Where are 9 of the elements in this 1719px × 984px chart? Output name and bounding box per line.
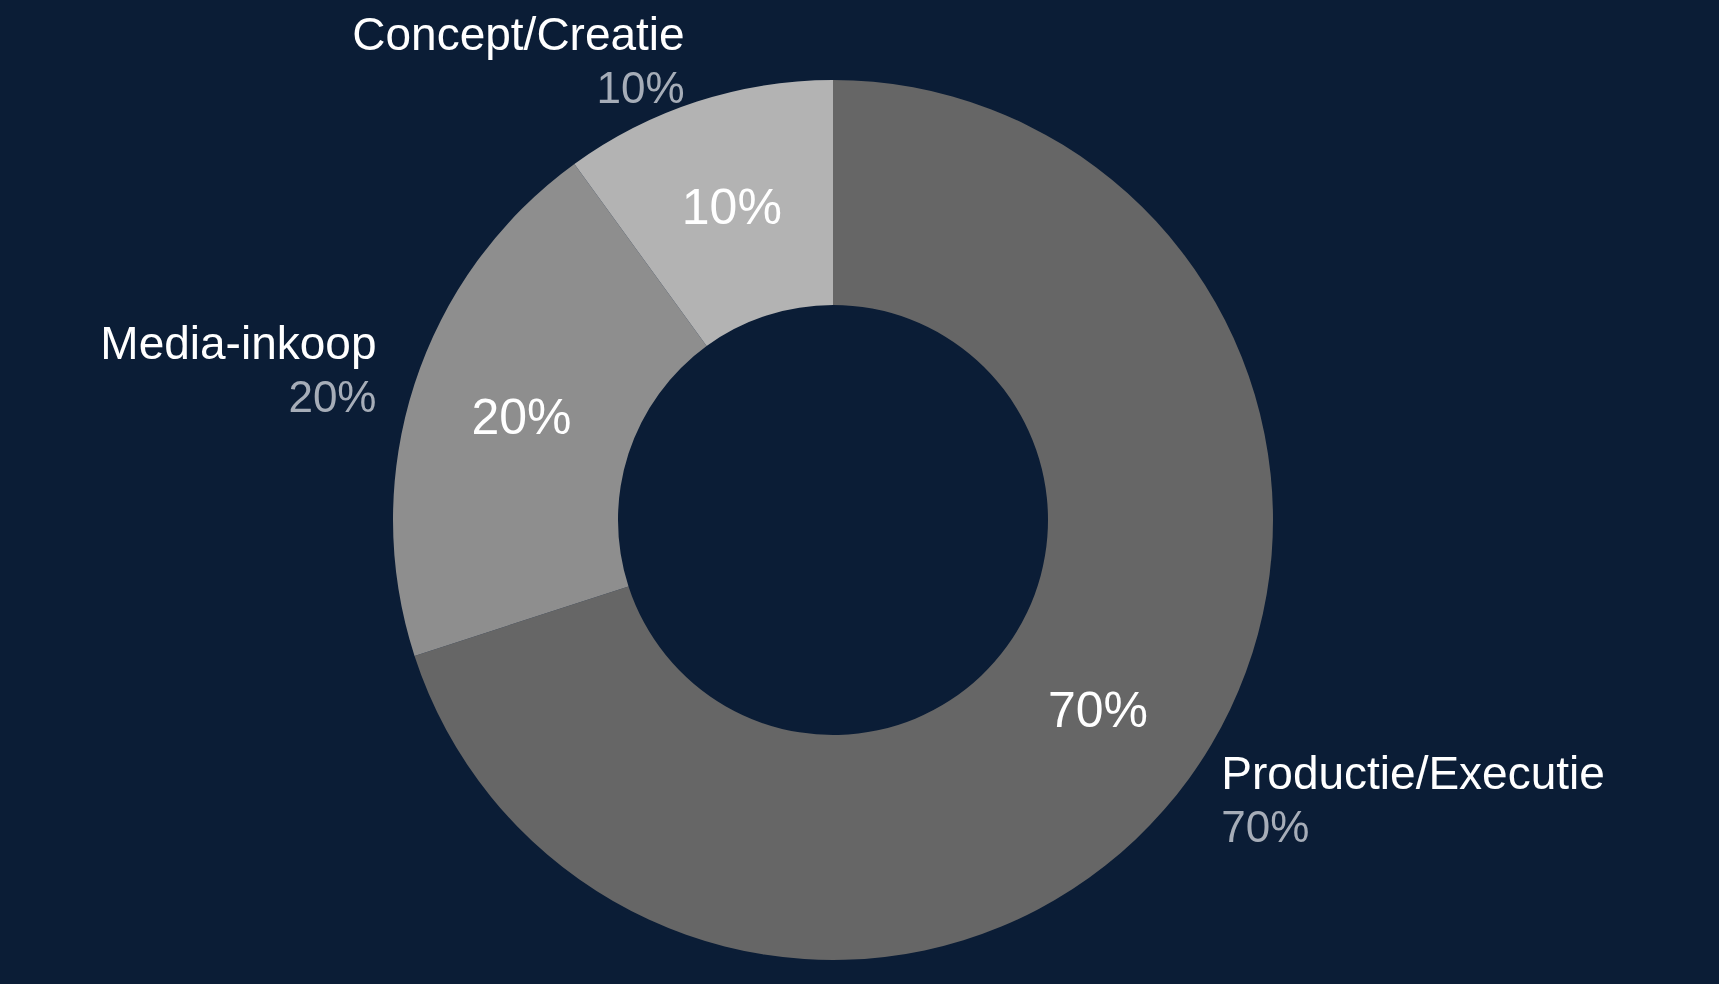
text: 20% [288,371,377,421]
slice-label: Concept/Creatie [352,8,685,61]
data-label: 20% [471,388,572,445]
text: 10% [596,63,685,113]
slice-label: Productie/Executie [1221,747,1605,800]
text: 70% [1221,802,1310,852]
slice-label: Media-inkoop [100,316,377,369]
data-label: 10% [681,178,782,235]
data-label: 70% [1047,682,1148,739]
